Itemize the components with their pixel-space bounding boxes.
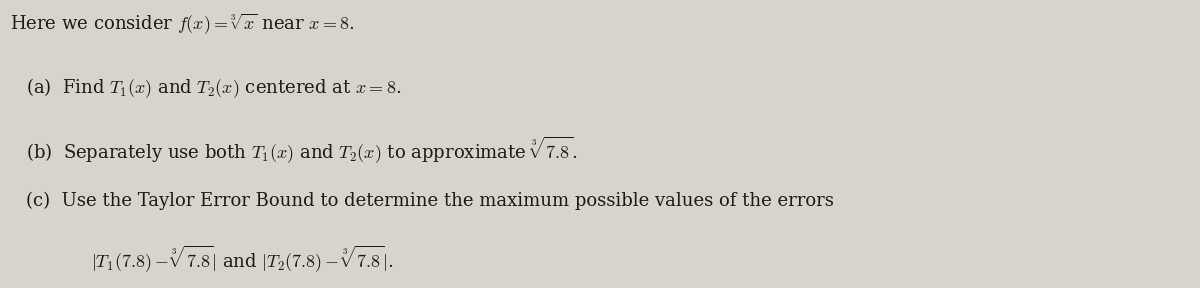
Text: (a)  Find $T_1(x)$ and $T_2(x)$ centered at $x = 8$.: (a) Find $T_1(x)$ and $T_2(x)$ centered … (26, 76, 402, 100)
Text: $|T_1(7.8) - \sqrt[3]{7.8}|$ and $|T_2(7.8) - \sqrt[3]{7.8}|$.: $|T_1(7.8) - \sqrt[3]{7.8}|$ and $|T_2(7… (91, 243, 394, 274)
Text: (c)  Use the Taylor Error Bound to determine the maximum possible values of the : (c) Use the Taylor Error Bound to determ… (26, 192, 834, 210)
Text: Here we consider $f(x) = \sqrt[3]{x}$ near $x = 8$.: Here we consider $f(x) = \sqrt[3]{x}$ ne… (10, 12, 354, 36)
Text: (b)  Separately use both $T_1(x)$ and $T_2(x)$ to approximate $\sqrt[3]{7.8}$.: (b) Separately use both $T_1(x)$ and $T_… (26, 134, 577, 165)
